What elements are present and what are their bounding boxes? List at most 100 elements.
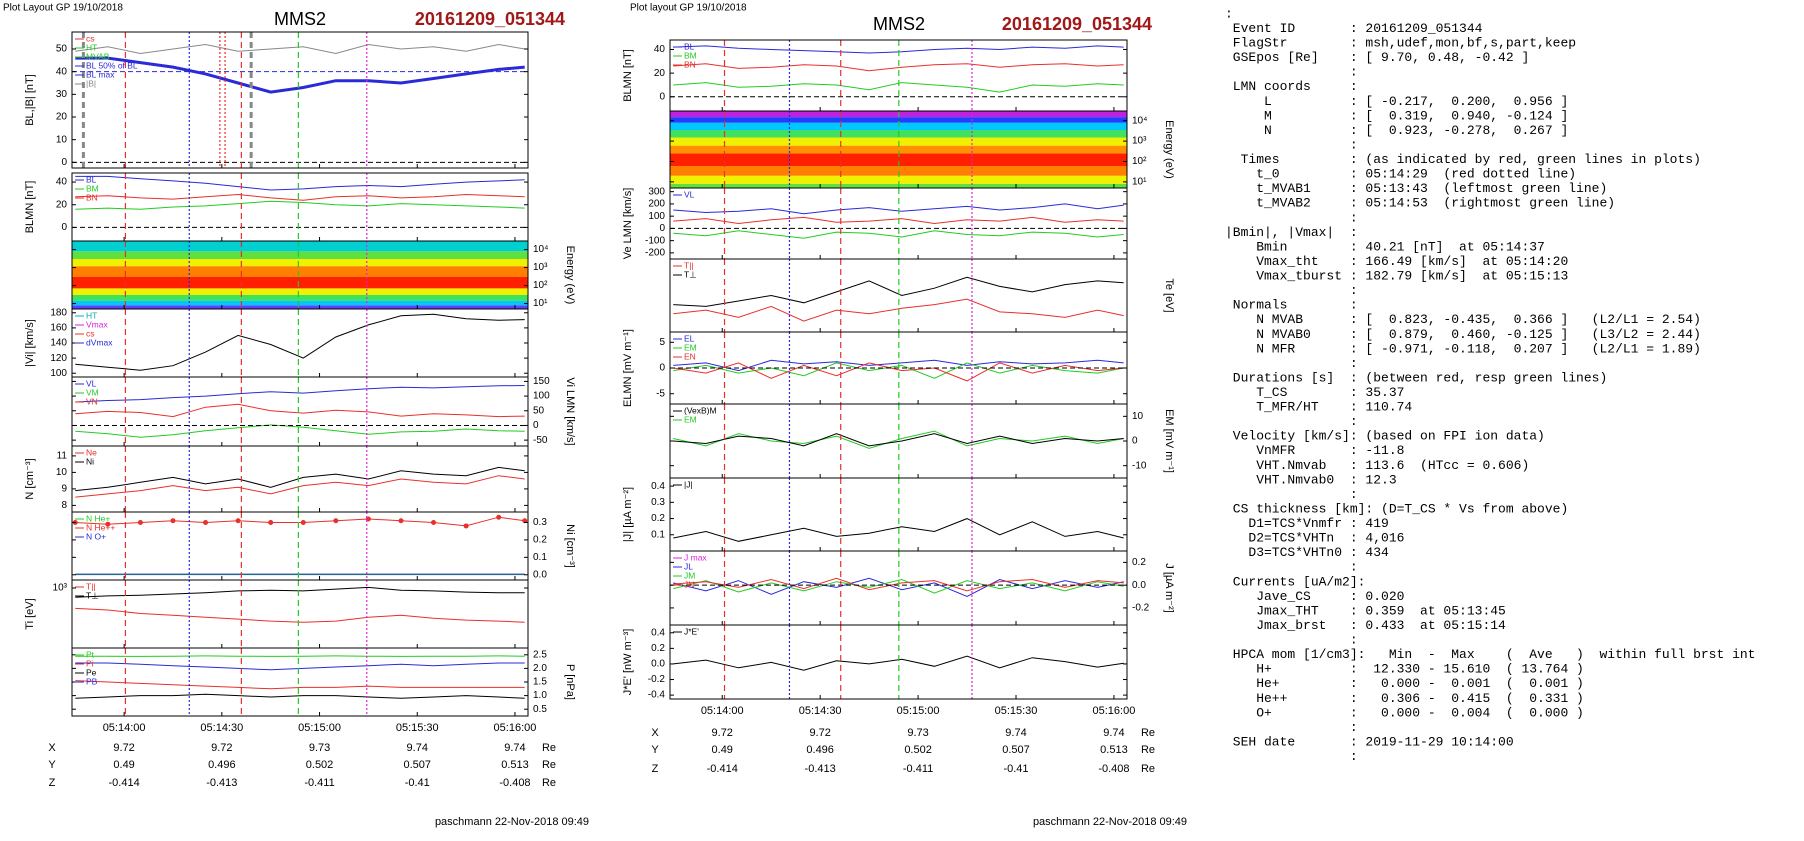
y-tick-label: 0.0 xyxy=(1132,580,1146,591)
panel xyxy=(673,259,1124,332)
panel xyxy=(670,40,1127,111)
position-label: X xyxy=(651,727,659,739)
summary-line: : xyxy=(1225,65,1358,80)
position-value: 0.49 xyxy=(712,744,733,756)
x-tick-label: 05:14:00 xyxy=(701,705,744,717)
summary-line: FlagStr : msh,udef,mon,bf,s,part,keep xyxy=(1225,36,1576,51)
y-tick-label: 40 xyxy=(56,177,68,188)
series-line xyxy=(673,578,1124,594)
y-tick-label: 100 xyxy=(648,211,665,222)
series-line xyxy=(673,63,1124,72)
legend-label: |J| xyxy=(684,479,693,489)
y-tick-label: 50 xyxy=(56,44,68,55)
summary-line: : xyxy=(1225,487,1358,502)
summary-line: H+ : 12.330 - 15.610 ( 13.764 ) xyxy=(1225,662,1584,677)
y-tick-label: -100 xyxy=(645,235,665,246)
x-tick-label: 05:14:30 xyxy=(799,705,842,717)
summary-line: VHT.Nmvab0 : 12.3 xyxy=(1225,472,1397,487)
spectrogram-band xyxy=(72,258,528,267)
y-tick-label: 11 xyxy=(57,451,68,462)
y-tick-label: 10 xyxy=(56,467,68,478)
position-value: -0.414 xyxy=(707,763,738,775)
y-axis-label: Ni [cm⁻³] xyxy=(564,524,576,568)
y-tick-label: 0.5 xyxy=(533,704,547,715)
position-unit: Re xyxy=(542,742,556,754)
series-line xyxy=(673,655,1124,671)
summary-line: N MFR : [ -0.971, -0.118, 0.207 ] (L2/L1… xyxy=(1225,341,1701,356)
y-tick-label: 120 xyxy=(50,353,67,364)
summary-line: VnMFR : -11.8 xyxy=(1225,443,1404,458)
summary-line: : xyxy=(1225,414,1358,429)
series-line xyxy=(673,203,1124,215)
summary-line: : xyxy=(1225,6,1233,21)
series-line xyxy=(75,475,525,498)
legend-label: BL xyxy=(86,174,97,184)
position-value: 0.496 xyxy=(806,744,834,756)
summary-line: N : [ 0.923, -0.278, 0.267 ] xyxy=(1225,123,1568,138)
y-tick-label: 0 xyxy=(61,157,67,168)
position-value: 9.74 xyxy=(504,742,525,754)
series-dot xyxy=(333,518,339,524)
series-line xyxy=(673,216,1124,225)
y-tick-label: 0 xyxy=(533,420,539,431)
spectrogram-band xyxy=(72,251,528,259)
legend-label: Vmax xyxy=(86,319,108,329)
series-line xyxy=(75,466,525,492)
summary-line: Vmax_tht : 166.49 [km/s] at 05:14:20 xyxy=(1225,254,1568,269)
series-dot xyxy=(105,521,111,527)
summary-line: LMN coords : xyxy=(1225,79,1358,94)
y-tick-label: 0.2 xyxy=(533,535,547,546)
panel-frame xyxy=(71,445,529,513)
y-tick-label: 200 xyxy=(648,199,665,210)
y-tick-label: 160 xyxy=(50,323,67,334)
panel-frame xyxy=(71,31,529,169)
series-line xyxy=(75,313,525,371)
summary-line: D1=TCS*Vnmfr : 419 xyxy=(1225,516,1389,531)
series-line xyxy=(75,662,525,671)
summary-line: : xyxy=(1225,137,1358,152)
y-axis-label: BLMN [nT] xyxy=(622,49,634,102)
y-tick-label: 10¹ xyxy=(1132,177,1147,188)
y-tick-label: 100 xyxy=(533,391,550,402)
panel xyxy=(72,512,528,580)
summary-line: : xyxy=(1225,210,1358,225)
plot-title: MMS2 xyxy=(274,9,326,29)
y-axis-label: Energy (eV) xyxy=(564,246,576,305)
y-tick-label: 20 xyxy=(56,112,68,123)
legend-label: |B| xyxy=(86,78,96,88)
y-tick-label: 0.2 xyxy=(651,513,665,524)
summary-line: : xyxy=(1225,749,1358,764)
summary-line: T_CS : 35.37 xyxy=(1225,385,1404,400)
summary-line: : xyxy=(1225,633,1358,648)
position-label: X xyxy=(48,742,56,754)
y-tick-label: -10 xyxy=(1132,460,1147,471)
legend-label: VM xyxy=(86,387,99,397)
x-tick-label: 05:16:00 xyxy=(1093,705,1136,717)
y-tick-label: 0 xyxy=(659,363,665,374)
y-tick-label: -200 xyxy=(645,248,665,259)
position-unit: Re xyxy=(1141,763,1155,775)
y-tick-label: 0 xyxy=(61,222,67,233)
legend-label: PB xyxy=(86,676,98,686)
summary-line: Currents [uA/m2]: xyxy=(1225,574,1365,589)
summary-line: Jmax_THT : 0.359 at 05:13:45 xyxy=(1225,603,1506,618)
y-tick-label: 0.0 xyxy=(651,659,665,670)
position-label: Z xyxy=(49,777,56,789)
y-axis-label: Ti [eV] xyxy=(24,598,36,629)
summary-line: He++ : 0.306 - 0.415 ( 0.331 ) xyxy=(1225,691,1584,706)
position-label: Y xyxy=(48,759,56,771)
spectrogram-band xyxy=(670,117,1127,123)
legend-label: JM xyxy=(684,570,695,580)
legend-label: Ne xyxy=(86,447,97,457)
plot-header: Plot layout GP 19/10/2018 xyxy=(630,3,747,14)
y-tick-label: 10 xyxy=(1132,411,1144,422)
legend-label: N He++ xyxy=(86,522,115,532)
y-axis-label: Vi LMN [km/s] xyxy=(564,377,576,445)
legend-label: Ni xyxy=(86,456,94,466)
y-tick-label: 180 xyxy=(50,307,67,318)
spectrogram-band xyxy=(72,288,528,295)
y-tick-label: 0.0 xyxy=(533,569,547,580)
y-axis-label: N [cm⁻³] xyxy=(24,458,36,499)
series-dot xyxy=(300,519,306,525)
series-dot xyxy=(268,519,274,525)
